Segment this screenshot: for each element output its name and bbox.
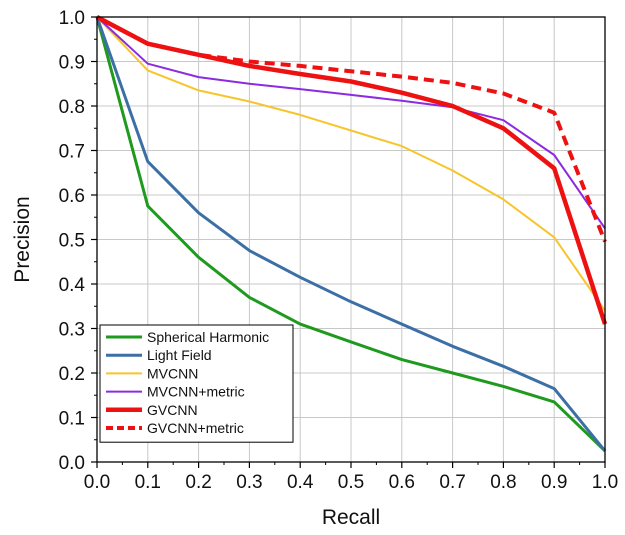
- series-line: [95, 15, 608, 325]
- y-tick-label: 0.4: [59, 275, 86, 296]
- x-tick-label: 0.9: [541, 472, 567, 493]
- series-line: [96, 15, 607, 243]
- x-axis-title: Recall: [322, 506, 380, 529]
- series-line: [96, 16, 606, 312]
- x-tick-label: 0.5: [338, 472, 364, 493]
- x-tick-label: 0.7: [439, 472, 465, 493]
- x-tick-label: 0.0: [84, 472, 110, 493]
- x-tick-label: 0.3: [236, 472, 262, 493]
- legend-label: Light Field: [147, 347, 212, 363]
- y-axis-title: Precision: [11, 196, 34, 282]
- legend-label: Spherical Harmonic: [147, 329, 269, 345]
- y-tick-label: 0.8: [59, 97, 85, 118]
- y-tick-label: 0.9: [59, 53, 85, 74]
- y-tick-label: 1.0: [59, 8, 85, 29]
- legend-box: [99, 324, 294, 443]
- x-tick-label: 0.6: [389, 472, 415, 493]
- legend-label: MVCNN: [147, 365, 198, 381]
- series-line: [96, 16, 606, 229]
- series-line: [95, 16, 607, 452]
- y-tick-label: 0.1: [59, 409, 85, 430]
- x-tick-label: 0.1: [135, 472, 161, 493]
- x-tick-label: 0.4: [287, 472, 314, 493]
- y-tick-label: 0.7: [59, 142, 85, 163]
- y-tick-label: 0.0: [59, 453, 85, 474]
- series-lines: [95, 15, 608, 452]
- legend-label: GVCNN+metric: [147, 420, 244, 436]
- series-line: [95, 16, 607, 452]
- legend-label: MVCNN+metric: [147, 384, 245, 400]
- y-tick-label: 0.3: [59, 320, 85, 341]
- legend: Spherical Harmonic Light Field MVCNN MVCNN+…: [99, 324, 294, 443]
- x-tick-label: 0.2: [185, 472, 211, 493]
- legend-label: GVCNN: [147, 402, 198, 418]
- x-tick-label: 0.8: [490, 472, 516, 493]
- y-tick-label: 0.5: [59, 231, 85, 252]
- y-tick-label: 0.2: [59, 364, 85, 385]
- y-tick-label: 0.6: [59, 186, 85, 207]
- x-tick-label: 1.0: [592, 472, 618, 493]
- axis-ticks: 0.0 0.1 0.2 0.3 0.4 0.5 0.6 0.7 0.8 0.9 1.0 0.0 0.1 0…: [59, 8, 619, 493]
